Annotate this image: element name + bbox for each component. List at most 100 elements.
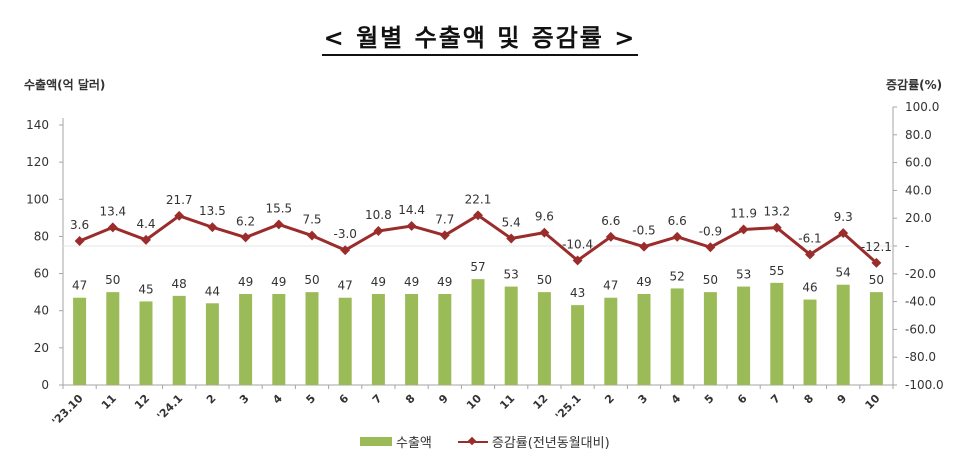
svg-text:43: 43 (570, 286, 585, 300)
svg-text:45: 45 (138, 282, 153, 296)
svg-text:-80.0: -80.0 (905, 350, 936, 364)
svg-text:4.4: 4.4 (136, 217, 155, 231)
svg-text:8: 8 (403, 392, 418, 407)
svg-text:47: 47 (338, 279, 353, 293)
svg-text:-: - (905, 239, 909, 253)
svg-text:53: 53 (736, 268, 751, 282)
svg-text:57: 57 (470, 260, 485, 274)
svg-text:7.7: 7.7 (435, 212, 454, 226)
svg-text:80: 80 (34, 229, 49, 243)
svg-text:80.0: 80.0 (905, 128, 932, 142)
svg-text:9: 9 (436, 392, 451, 407)
svg-text:4: 4 (669, 392, 684, 407)
legend-item-exports: 수출액 (360, 432, 432, 451)
svg-text:2: 2 (602, 392, 617, 407)
chart-legend: 수출액 증감률(전년동월대비) (360, 432, 610, 451)
svg-text:10: 10 (464, 392, 484, 412)
svg-text:20.0: 20.0 (905, 211, 932, 225)
svg-text:4: 4 (270, 392, 285, 407)
line-marker-swatch-icon (457, 436, 488, 448)
svg-text:0: 0 (41, 378, 49, 392)
svg-text:-3.0: -3.0 (333, 227, 356, 241)
svg-text:120: 120 (26, 155, 49, 169)
svg-text:49: 49 (404, 275, 419, 289)
svg-text:-100.0: -100.0 (905, 378, 944, 392)
svg-text:47: 47 (603, 279, 618, 293)
svg-text:14.4: 14.4 (398, 203, 425, 217)
svg-text:3: 3 (636, 392, 651, 407)
svg-text:9: 9 (835, 392, 850, 407)
svg-text:48: 48 (172, 277, 187, 291)
svg-text:7: 7 (370, 392, 385, 407)
right-axis-label: 증감률(%) (886, 78, 943, 92)
svg-text:-0.9: -0.9 (699, 224, 722, 238)
svg-text:13.5: 13.5 (199, 204, 226, 218)
svg-text:12: 12 (132, 392, 152, 412)
svg-text:50: 50 (537, 273, 552, 287)
svg-text:49: 49 (636, 275, 651, 289)
svg-text:5.4: 5.4 (502, 215, 521, 229)
svg-text:-6.1: -6.1 (798, 231, 821, 245)
bar-swatch-icon (360, 437, 392, 446)
svg-text:-0.5: -0.5 (632, 224, 655, 238)
svg-text:2: 2 (204, 392, 219, 407)
svg-text:'24.1: '24.1 (155, 392, 186, 423)
svg-text:49: 49 (437, 275, 452, 289)
svg-text:22.1: 22.1 (465, 192, 492, 206)
svg-text:7.5: 7.5 (302, 213, 321, 227)
svg-text:12: 12 (531, 392, 551, 412)
svg-text:49: 49 (238, 275, 253, 289)
svg-text:49: 49 (271, 275, 286, 289)
svg-text:52: 52 (670, 269, 685, 283)
svg-text:40.0: 40.0 (905, 183, 932, 197)
svg-text:3.6: 3.6 (70, 218, 89, 232)
svg-text:50: 50 (105, 273, 120, 287)
svg-text:49: 49 (371, 275, 386, 289)
left-axis-label: 수출액(억 달러) (24, 78, 106, 92)
svg-text:10.8: 10.8 (365, 208, 392, 222)
svg-text:15.5: 15.5 (265, 201, 292, 215)
svg-text:21.7: 21.7 (166, 193, 193, 207)
svg-text:20: 20 (34, 341, 49, 355)
svg-text:-60.0: -60.0 (905, 322, 936, 336)
svg-text:53: 53 (504, 268, 519, 282)
svg-text:60.0: 60.0 (905, 156, 932, 170)
legend-item-growth-rate: 증감률(전년동월대비) (457, 432, 610, 451)
svg-text:47: 47 (72, 279, 87, 293)
svg-text:-40.0: -40.0 (905, 295, 936, 309)
svg-text:55: 55 (769, 264, 784, 278)
svg-text:6.6: 6.6 (668, 214, 687, 228)
svg-text:50: 50 (304, 273, 319, 287)
svg-text:46: 46 (802, 281, 817, 295)
svg-text:11: 11 (497, 392, 517, 412)
svg-text:11.9: 11.9 (730, 206, 757, 220)
svg-text:-12.1: -12.1 (861, 240, 892, 254)
svg-text:44: 44 (205, 284, 220, 298)
svg-text:6: 6 (735, 392, 750, 407)
svg-text:54: 54 (836, 266, 851, 280)
svg-text:5: 5 (304, 392, 319, 407)
svg-text:50: 50 (869, 273, 884, 287)
svg-text:-20.0: -20.0 (905, 267, 936, 281)
svg-text:9.6: 9.6 (535, 210, 554, 224)
svg-text:50: 50 (703, 273, 718, 287)
svg-text:6.2: 6.2 (236, 214, 255, 228)
svg-text:'23.10: '23.10 (50, 392, 86, 428)
svg-text:9.3: 9.3 (834, 210, 853, 224)
svg-text:100: 100 (26, 192, 49, 206)
svg-text:6: 6 (337, 392, 352, 407)
svg-text:40: 40 (34, 304, 49, 318)
svg-text:13.4: 13.4 (99, 204, 126, 218)
svg-text:100.0: 100.0 (905, 100, 939, 114)
svg-text:6.6: 6.6 (601, 214, 620, 228)
svg-text:3: 3 (237, 392, 252, 407)
svg-text:140: 140 (26, 118, 49, 132)
chart-title: < 월별 수출액 및 증감률 > (0, 18, 960, 56)
svg-text:5: 5 (702, 392, 717, 407)
svg-text:8: 8 (802, 392, 817, 407)
svg-text:60: 60 (34, 267, 49, 281)
svg-text:10: 10 (863, 392, 883, 412)
svg-text:'25.1: '25.1 (553, 392, 584, 423)
svg-text:-10.4: -10.4 (562, 237, 593, 251)
